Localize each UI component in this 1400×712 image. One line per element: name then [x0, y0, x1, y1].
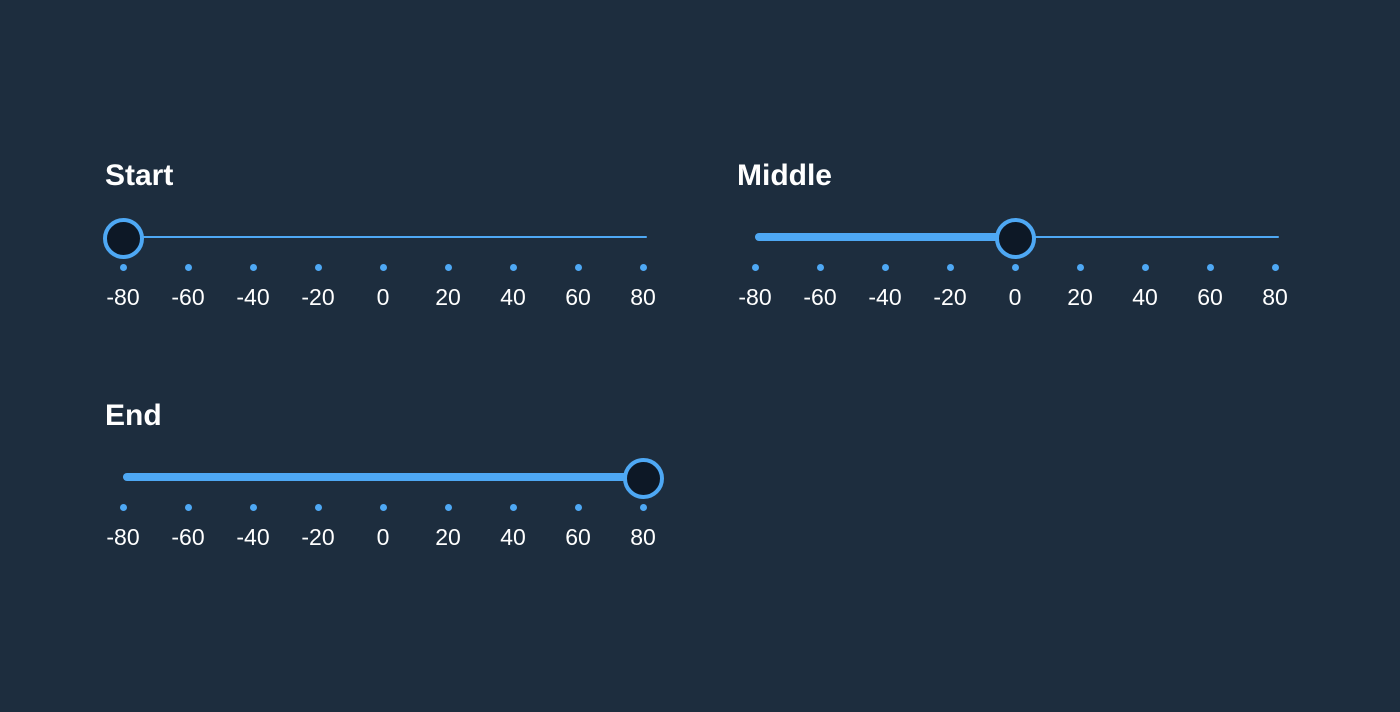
tick-dot [639, 504, 647, 511]
tick-label: 20 [435, 524, 461, 550]
tick-dot [751, 264, 759, 271]
tick-label: 60 [565, 284, 591, 310]
tick-dot [444, 504, 452, 511]
tick-dot [574, 504, 582, 511]
tick-dot [881, 264, 889, 271]
tick-dot [1271, 264, 1279, 271]
tick-label: -60 [803, 284, 837, 310]
tick-label: -80 [738, 284, 772, 310]
tick-label: 40 [500, 524, 526, 550]
tick-label: 40 [1132, 284, 1158, 310]
tick-dot [249, 504, 257, 511]
tick-label: 20 [435, 284, 461, 310]
tick-label: -80 [106, 524, 140, 550]
tick-dot [509, 504, 517, 511]
tick-label: -20 [933, 284, 967, 310]
tick-label: 80 [1262, 284, 1288, 310]
slider-track-fill [755, 233, 1015, 241]
tick-dot [184, 504, 192, 511]
tick-label: -40 [236, 284, 270, 310]
slider-track-fill [123, 473, 643, 481]
tick-label: 60 [1197, 284, 1223, 310]
tick-dot [639, 264, 647, 271]
tick-dot [574, 264, 582, 271]
tick-label: 80 [630, 284, 656, 310]
tick-label: 60 [565, 524, 591, 550]
slider-start-group: Start -80 -60 -40 -20 0 20 40 60 80 [103, 159, 665, 320]
slider-thumb[interactable] [103, 218, 144, 259]
tick-label: -60 [171, 284, 205, 310]
slider-track[interactable] [123, 236, 647, 238]
tick-label: 20 [1067, 284, 1093, 310]
tick-dot [379, 264, 387, 271]
tick-label: -80 [106, 284, 140, 310]
tick-dot [119, 264, 127, 271]
tick-label: -60 [171, 524, 205, 550]
tick-dot [1076, 264, 1084, 271]
tick-dot [184, 264, 192, 271]
tick-dot [816, 264, 824, 271]
tick-dot [249, 264, 257, 271]
tick-dot [509, 264, 517, 271]
tick-dot [314, 504, 322, 511]
tick-dot [1141, 264, 1149, 271]
tick-label: 0 [376, 524, 390, 550]
slider-title: Middle [737, 159, 832, 192]
tick-dot [379, 504, 387, 511]
tick-label: -40 [868, 284, 902, 310]
slider-title: Start [105, 159, 174, 192]
tick-label: -20 [301, 284, 335, 310]
tick-label: 0 [1008, 284, 1022, 310]
tick-label: -20 [301, 524, 335, 550]
tick-dot [119, 504, 127, 511]
slider-title: End [105, 399, 162, 432]
tick-dot [946, 264, 954, 271]
slider-middle-group: Middle -80 -60 -40 -20 0 20 40 60 80 [737, 160, 1297, 320]
tick-label: 80 [630, 524, 656, 550]
tick-label: -40 [236, 524, 270, 550]
tick-dot [1206, 264, 1214, 271]
tick-dot [444, 264, 452, 271]
slider-end-group: End -80 -60 -40 -20 0 20 40 60 80 [105, 400, 665, 560]
tick-label: 40 [500, 284, 526, 310]
tick-dot [314, 264, 322, 271]
slider-thumb[interactable] [623, 458, 664, 499]
tick-label: 0 [376, 284, 390, 310]
tick-dot [1011, 264, 1019, 271]
slider-thumb[interactable] [995, 218, 1036, 259]
